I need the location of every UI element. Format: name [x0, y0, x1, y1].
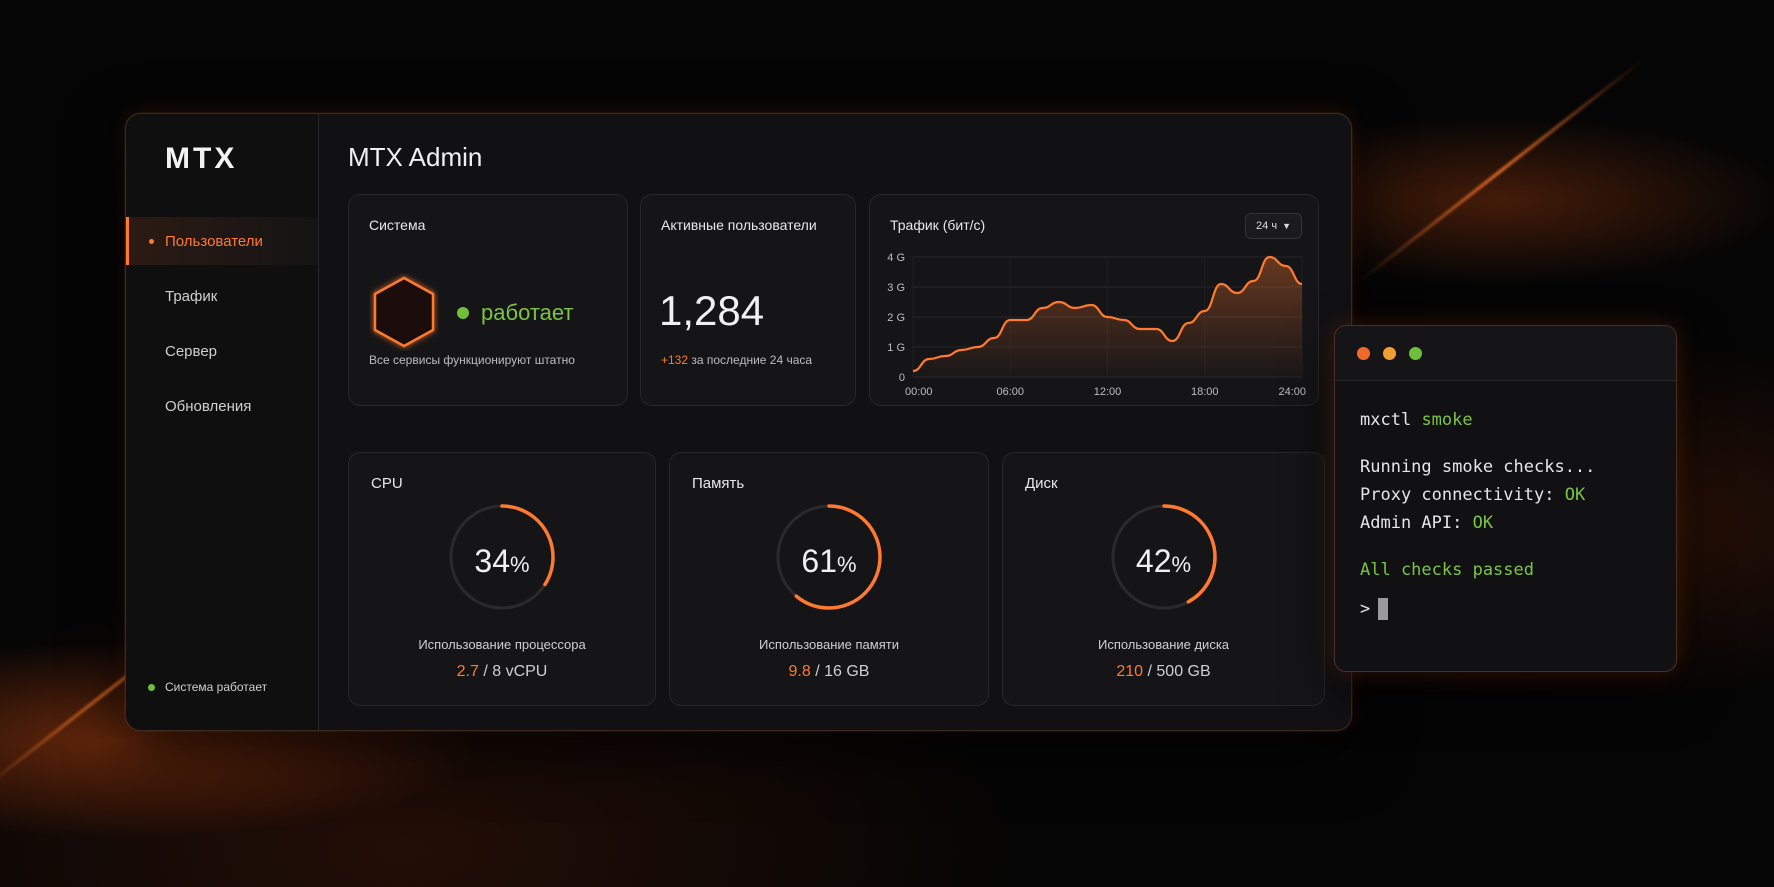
- traffic-chart: 0 1 G 2 G 3 G 4 G 00:00 06:00 12:00 18:00 24:00: [887, 252, 1306, 398]
- cpu-percent: 34%: [474, 543, 530, 579]
- app-logo: MTX: [165, 142, 238, 175]
- x-tick-label: 18:00: [1191, 386, 1219, 398]
- card-title: Диск: [1025, 475, 1058, 492]
- terminal-command-line: mxctl smoke: [1360, 410, 1473, 430]
- y-tick-label: 3 G: [887, 282, 905, 294]
- traffic-card: Трафик (бит/с) 24 ч ▼ 0 1 G 2 G 3 G 4 G 00:0…: [869, 194, 1319, 406]
- sidebar-item-label: Трафик: [165, 287, 218, 305]
- system-status-footer: Система работает: [148, 680, 267, 694]
- disk-label: Использование диска: [1097, 637, 1230, 652]
- disk-amount: 210 / 500 GB: [1116, 663, 1211, 680]
- users-delta-text: за последние 24 часа: [691, 353, 813, 367]
- y-tick-label: 4 G: [887, 252, 905, 264]
- system-status-text: Система работает: [165, 680, 268, 694]
- system-status: работает: [457, 300, 573, 326]
- system-card: Система работает Все сервисы функциониру…: [348, 194, 628, 406]
- disk-gauge: [1110, 504, 1217, 610]
- active-indicator-dot: [149, 238, 154, 244]
- terminal-line: Admin API: OK: [1360, 513, 1494, 533]
- sidebar-item-updates[interactable]: Обновления: [126, 382, 318, 430]
- time-range-label: 24 ч: [1256, 220, 1278, 232]
- active-users-card: Активные пользователи 1,284 +132 за посл…: [640, 194, 856, 406]
- card-title: CPU: [371, 475, 403, 492]
- chevron-down-icon: ▼: [1282, 221, 1291, 231]
- cpu-label: Использование процессора: [418, 637, 586, 652]
- sidebar-item-label: Пользователи: [165, 232, 263, 250]
- minimize-window-button[interactable]: [1383, 347, 1396, 360]
- cpu-amount: 2.7 / 8 vCPU: [456, 663, 548, 680]
- maximize-window-button[interactable]: [1409, 347, 1422, 360]
- x-tick-label: 24:00: [1278, 386, 1306, 398]
- sidebar: MTX Пользователи Трафик Сервер Обновлени…: [126, 114, 319, 730]
- disk-card: Диск 42% Использование диска 210 / 500 G…: [1002, 452, 1325, 706]
- system-subtitle: Все сервисы функционируют штатно: [369, 353, 575, 367]
- terminal-line: Proxy connectivity: OK: [1360, 485, 1586, 505]
- terminal-titlebar: [1335, 326, 1676, 381]
- x-tick-label: 00:00: [905, 386, 933, 398]
- terminal-prompt[interactable]: >: [1360, 598, 1389, 620]
- sidebar-item-label: Обновления: [165, 397, 252, 415]
- card-title: Система: [369, 217, 426, 233]
- memory-card: Память 61% Использование памяти 9.8 / 16…: [669, 452, 989, 706]
- sidebar-item-users[interactable]: Пользователи: [126, 217, 318, 265]
- memory-amount: 9.8 / 16 GB: [788, 663, 870, 680]
- time-range-dropdown[interactable]: 24 ч ▼: [1245, 213, 1302, 239]
- users-delta: +132: [661, 353, 689, 367]
- active-users-count: 1,284: [659, 287, 765, 334]
- light-streak: [1357, 59, 1643, 284]
- page-title: MTX Admin: [348, 142, 483, 172]
- x-tick-label: 12:00: [1094, 386, 1122, 398]
- status-dot: [457, 307, 469, 319]
- cpu-card: CPU 34% Использование процессора 2.7 / 8…: [348, 452, 656, 706]
- terminal-cursor: [1378, 598, 1389, 620]
- disk-percent: 42%: [1135, 543, 1192, 579]
- terminal-success-line: All checks passed: [1360, 560, 1534, 580]
- y-tick-label: 2 G: [887, 312, 905, 324]
- terminal-window: mxctl smoke Running smoke checks... Prox…: [1334, 325, 1677, 672]
- sidebar-item-traffic[interactable]: Трафик: [126, 272, 318, 320]
- card-title: Трафик (бит/с): [890, 217, 986, 233]
- y-tick-label: 0: [899, 372, 905, 384]
- terminal-line: Running smoke checks...: [1360, 457, 1596, 477]
- traffic-line: [912, 255, 1303, 373]
- cpu-gauge: [449, 504, 555, 610]
- x-tick-label: 06:00: [996, 386, 1024, 398]
- memory-percent: 61%: [801, 543, 857, 579]
- status-dot: [148, 683, 155, 691]
- card-title: Активные пользователи: [661, 217, 817, 233]
- sidebar-item-server[interactable]: Сервер: [126, 327, 318, 375]
- admin-window: MTX Пользователи Трафик Сервер Обновлени…: [125, 113, 1352, 731]
- memory-gauge: [776, 504, 882, 610]
- y-tick-label: 1 G: [887, 342, 905, 354]
- hexagon-icon: [369, 273, 439, 351]
- card-title: Память: [692, 475, 745, 492]
- users-delta-line: +132 за последние 24 часа: [661, 353, 812, 367]
- sidebar-item-label: Сервер: [165, 342, 218, 360]
- close-window-button[interactable]: [1357, 347, 1370, 360]
- system-status-label: работает: [481, 300, 574, 325]
- memory-label: Использование памяти: [759, 637, 899, 652]
